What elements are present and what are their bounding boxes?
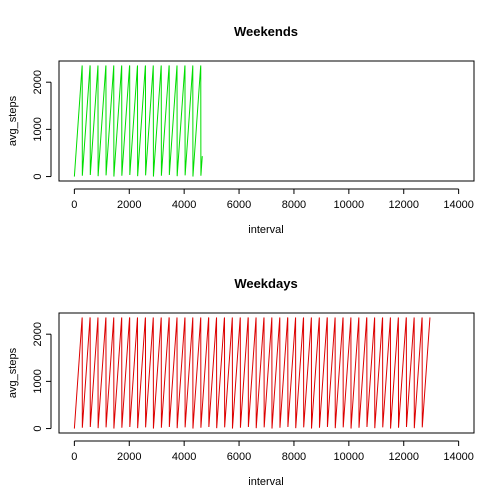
x-tick-label: 4000 [172, 199, 196, 211]
y-axis-label: avg_steps [7, 95, 19, 146]
y-tick-label: 1000 [32, 369, 44, 393]
x-tick-label: 14000 [443, 199, 474, 211]
x-tick-label: 2000 [117, 199, 141, 211]
chart-title: Weekdays [234, 276, 297, 291]
x-tick-label: 2000 [117, 451, 141, 463]
chart-title: Weekends [234, 24, 298, 39]
x-tick-label: 8000 [282, 451, 306, 463]
x-tick-label: 14000 [443, 451, 474, 463]
x-tick-label: 6000 [227, 199, 251, 211]
y-tick-label: 1000 [32, 117, 44, 141]
x-tick-label: 4000 [172, 451, 196, 463]
x-tick-label: 0 [71, 199, 77, 211]
y-axis-label: avg_steps [7, 347, 19, 398]
panel-weekends: Weekends 0 2000 4000 6000 8000 10000 12000 1400… [7, 24, 474, 236]
x-tick-label: 10000 [334, 199, 365, 211]
y-axis: 0 1000 2000 [32, 322, 51, 432]
y-axis: 0 1000 2000 [32, 70, 51, 180]
y-tick-label: 2000 [32, 70, 44, 94]
series-line [74, 65, 202, 176]
x-tick-label: 12000 [388, 451, 419, 463]
x-tick-label: 8000 [282, 199, 306, 211]
y-tick-label: 2000 [32, 322, 44, 346]
x-tick-label: 6000 [227, 451, 251, 463]
series-line [74, 317, 430, 428]
x-tick-label: 12000 [388, 199, 419, 211]
x-axis: 0 2000 4000 6000 8000 10000 12000 14000 [71, 189, 474, 211]
x-axis-label: interval [248, 476, 283, 488]
x-tick-label: 10000 [334, 451, 365, 463]
y-tick-label: 0 [32, 173, 44, 179]
x-axis: 0 2000 4000 6000 8000 10000 12000 14000 [71, 441, 474, 463]
x-axis-label: interval [248, 224, 283, 236]
panel-weekdays: Weekdays 0 2000 4000 6000 8000 10000 12000 1400… [7, 276, 474, 488]
x-tick-label: 0 [71, 451, 77, 463]
y-tick-label: 0 [32, 425, 44, 431]
